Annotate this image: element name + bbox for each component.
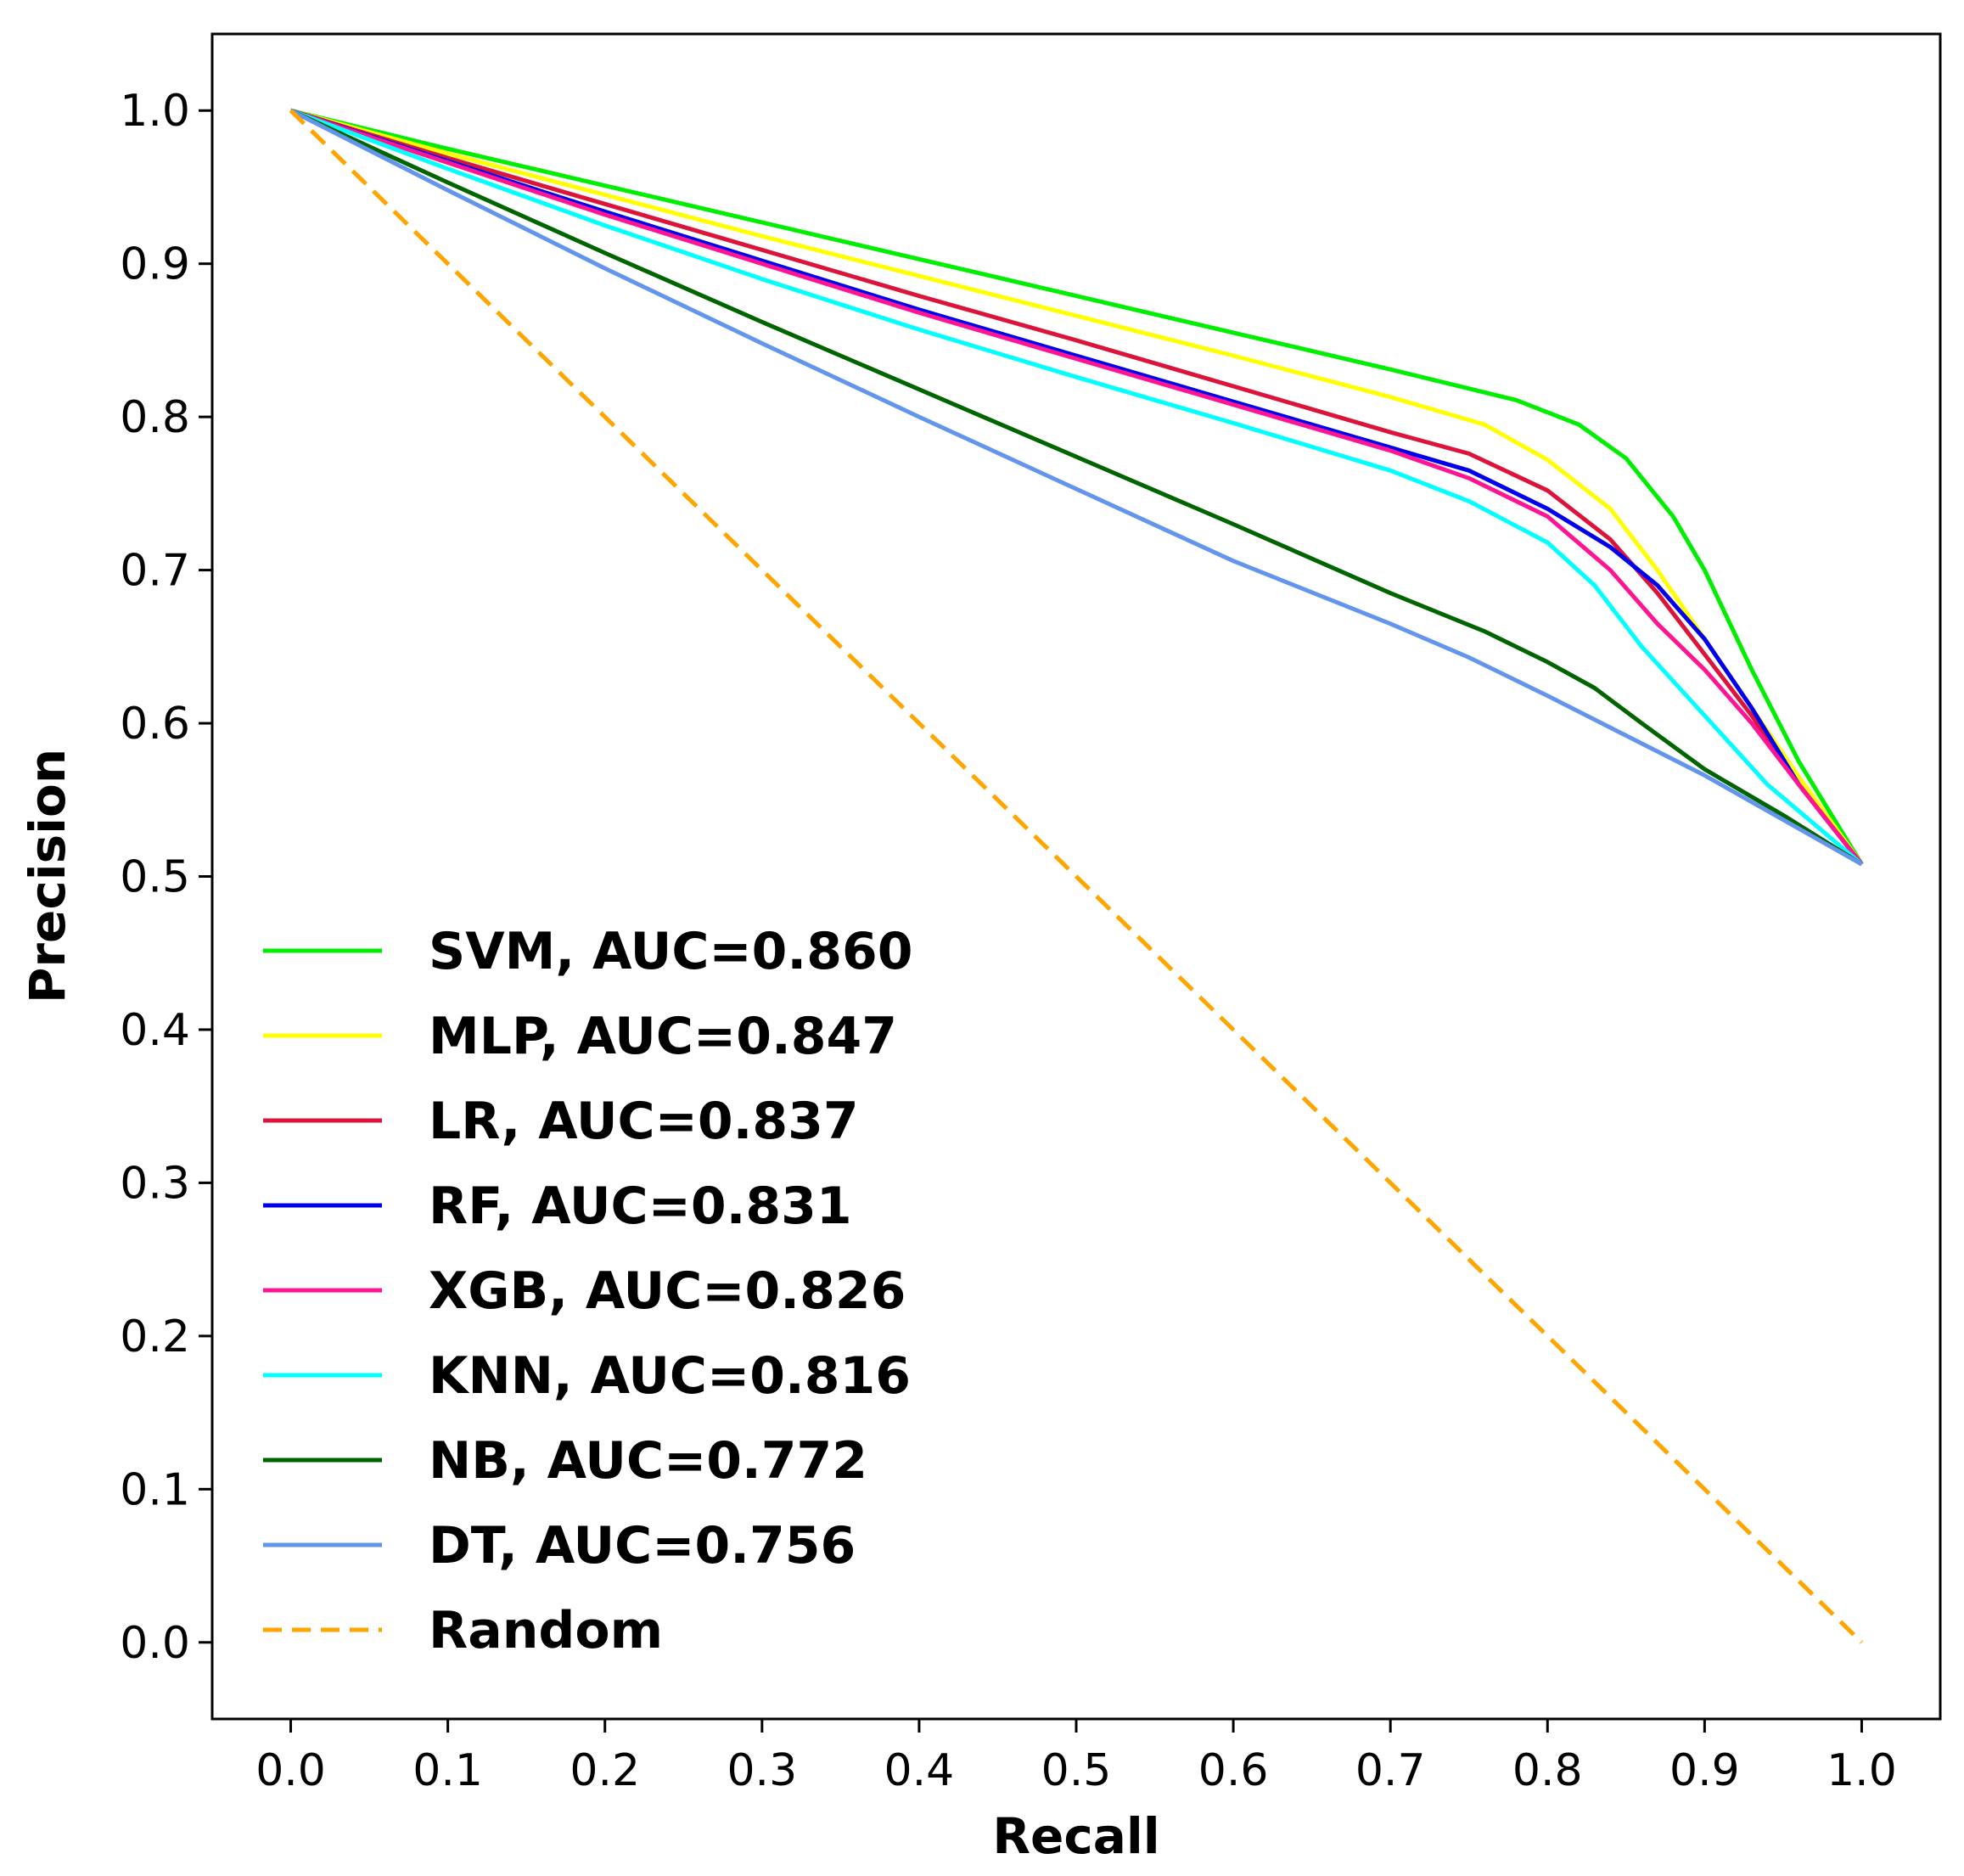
y-tick-label: 0.2 — [120, 1312, 190, 1362]
y-tick-label: 0.6 — [120, 699, 190, 750]
y-tick-label: 0.5 — [120, 852, 190, 903]
legend-label-5: KNN, AUC=0.816 — [429, 1346, 911, 1406]
series-line-2 — [289, 108, 1864, 866]
y-tick-label: 1.0 — [120, 86, 190, 137]
series-line-3 — [289, 108, 1864, 866]
legend-label-3: RF, AUC=0.831 — [429, 1177, 852, 1236]
y-axis-label: Precision — [19, 749, 76, 1003]
y-tick-label: 0.8 — [120, 392, 190, 443]
x-tick-label: 0.1 — [412, 1745, 483, 1796]
y-tick-label: 0.1 — [120, 1464, 190, 1515]
legend-label-7: DT, AUC=0.756 — [429, 1516, 856, 1576]
x-tick-label: 0.3 — [727, 1745, 797, 1796]
plot-area — [289, 108, 1864, 1644]
x-tick-label: 0.5 — [1041, 1745, 1112, 1796]
legend-label-0: SVM, AUC=0.860 — [429, 922, 912, 981]
series-line-6 — [289, 108, 1863, 867]
series-line-5 — [289, 108, 1864, 867]
legend-label-2: LR, AUC=0.837 — [429, 1092, 859, 1151]
x-tick-label: 0.4 — [884, 1745, 955, 1796]
legend-label-1: MLP, AUC=0.847 — [429, 1007, 897, 1066]
series-line-7 — [289, 108, 1863, 867]
y-tick-label: 0.0 — [120, 1618, 190, 1669]
x-tick-label: 0.6 — [1198, 1745, 1269, 1796]
series-line-0 — [289, 108, 1864, 866]
y-tick-label: 0.9 — [120, 239, 190, 290]
series-line-4 — [289, 108, 1864, 866]
legend-label-4: XGB, AUC=0.826 — [429, 1261, 906, 1321]
x-axis: 0.0 0.1 0.2 0.3 0.4 0.5 0.6 0.7 0.8 0.9 1.0 — [255, 1719, 1897, 1796]
legend: SVM, AUC=0.860 MLP, AUC=0.847 LR, AUC=0.83… — [263, 922, 912, 1660]
y-tick-label: 0.7 — [120, 546, 190, 597]
x-tick-label: 0.7 — [1355, 1745, 1426, 1796]
x-tick-label: 1.0 — [1827, 1745, 1897, 1796]
x-tick-label: 0.0 — [255, 1745, 326, 1796]
x-tick-label: 0.2 — [570, 1745, 640, 1796]
y-tick-label: 0.3 — [120, 1158, 190, 1209]
x-tick-label: 0.9 — [1669, 1745, 1740, 1796]
legend-label-8: Random — [429, 1601, 663, 1660]
y-tick-label: 0.4 — [120, 1005, 190, 1056]
x-axis-label: Recall — [992, 1807, 1159, 1865]
x-tick-label: 0.8 — [1512, 1745, 1583, 1796]
y-axis: 0.0 0.1 0.2 0.3 0.4 0.5 0.6 0.7 0.8 0.9 1.0 — [120, 86, 212, 1669]
series-line-8 — [289, 109, 1864, 1644]
legend-label-6: NB, AUC=0.772 — [429, 1431, 867, 1491]
